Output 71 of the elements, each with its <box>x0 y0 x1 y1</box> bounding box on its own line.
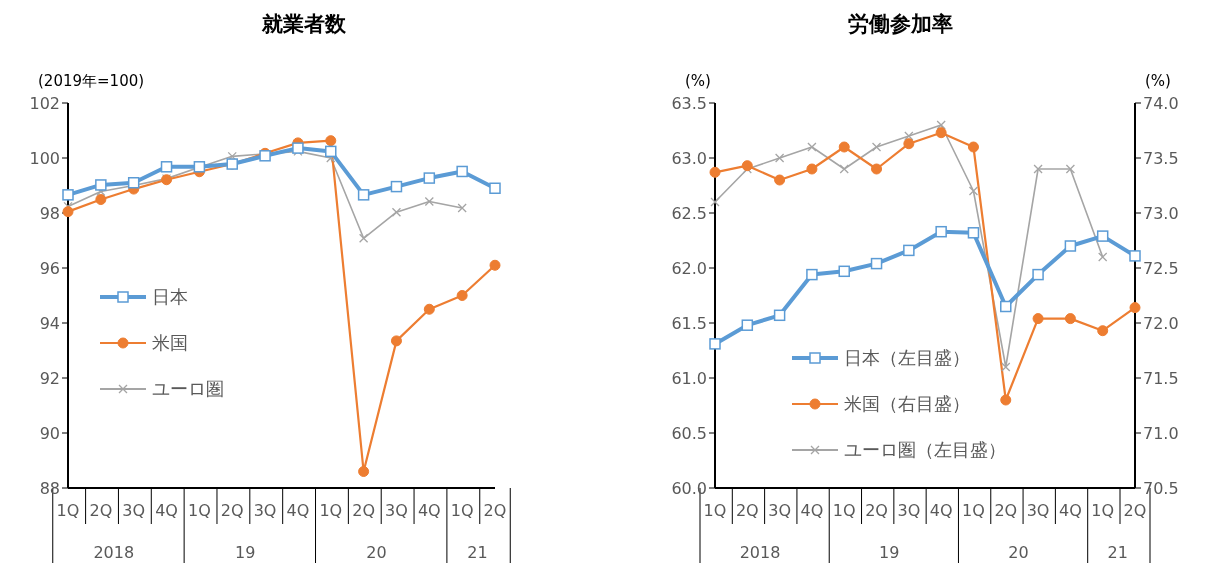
y-axis-title: (2019年=100) <box>38 72 145 91</box>
x-tick-label: 3Q <box>385 501 408 520</box>
y-tick-label: 88 <box>39 478 60 498</box>
y-tick-label: 94 <box>39 313 60 333</box>
x-tick-label: 1Q <box>187 501 211 520</box>
x-tick-label: 2Q <box>352 501 376 520</box>
legend-label: 米国 <box>152 331 188 355</box>
x-tick-label: 1Q <box>319 501 343 520</box>
legend-label: ユーロ圏 <box>152 377 224 401</box>
x-tick-label: 2Q <box>994 501 1018 520</box>
y-tick-label: 62.0 <box>671 258 707 278</box>
text: 21 <box>467 543 488 562</box>
legend-label: ユーロ圏（左目盛） <box>844 438 1006 462</box>
y2-tick-label: 73.0 <box>1143 203 1179 223</box>
x-tick-label: 2Q <box>735 501 759 520</box>
x-tick-label: 2Q <box>865 501 888 520</box>
text: 20 <box>366 543 387 562</box>
x-tick-label: 1Q <box>1091 501 1115 520</box>
x-tick-label: 2Q <box>89 501 113 520</box>
legend-label: 日本（左目盛） <box>844 346 970 370</box>
y2-tick-label: 71.0 <box>1143 423 1179 443</box>
y-tick-label: 63.5 <box>671 93 707 113</box>
y2-tick-label: 74.0 <box>1143 93 1179 113</box>
x-tick-label: 4Q <box>1058 501 1082 520</box>
y-tick-label: 61.0 <box>671 368 707 388</box>
text: 21 <box>1107 543 1128 562</box>
x-tick-label: 1Q <box>962 501 985 520</box>
text: 19 <box>234 543 256 562</box>
x-tick-label: 4Q <box>155 501 178 520</box>
y-tick-label: 92 <box>39 368 60 388</box>
x-tick-label: 3Q <box>768 501 792 520</box>
y2-tick-label: 72.5 <box>1143 258 1179 278</box>
y-axis-title: (%) <box>685 72 711 90</box>
y-tick-label: 60.5 <box>671 423 707 443</box>
y-tick-label: 96 <box>39 258 60 278</box>
y-tick-label: 60.0 <box>671 478 707 498</box>
text: 19 <box>879 543 900 562</box>
x-tick-label: 1Q <box>832 501 856 520</box>
text: 2018 <box>739 543 781 562</box>
x-tick-label: 4Q <box>286 501 310 520</box>
y-tick-label: 100 <box>29 148 60 168</box>
y2-tick-label: 72.0 <box>1143 313 1179 333</box>
chart-title: 労働参加率 <box>846 11 954 38</box>
legend-label: 米国（右目盛） <box>844 392 970 416</box>
x-tick-label: 2Q <box>483 501 507 520</box>
y-tick-label: 90 <box>39 423 60 443</box>
y-tick-label: 63.0 <box>671 148 707 168</box>
y2-tick-label: 73.5 <box>1143 148 1179 168</box>
y-tick-label: 98 <box>39 203 60 223</box>
y2-axis-title: (%) <box>1145 72 1171 90</box>
text: 2018 <box>93 543 135 562</box>
x-tick-label: 4Q <box>800 501 824 520</box>
legend-label: 日本 <box>152 285 188 309</box>
x-tick-label: 1Q <box>450 501 474 520</box>
x-tick-label: 3Q <box>897 501 921 520</box>
y-tick-label: 61.5 <box>671 313 707 333</box>
text: 20 <box>1008 543 1029 562</box>
x-tick-label: 1Q <box>56 501 80 520</box>
x-tick-label: 3Q <box>122 501 146 520</box>
y2-tick-label: 71.5 <box>1143 368 1179 388</box>
y-tick-label: 62.5 <box>671 203 707 223</box>
x-tick-label: 4Q <box>929 501 953 520</box>
chart-title: 就業者数 <box>261 11 347 38</box>
x-tick-label: 3Q <box>1026 501 1050 520</box>
x-tick-label: 1Q <box>703 501 727 520</box>
x-tick-label: 2Q <box>220 501 244 520</box>
x-tick-label: 4Q <box>417 501 441 520</box>
x-tick-label: 2Q <box>1123 501 1147 520</box>
y2-tick-label: 70.5 <box>1143 478 1179 498</box>
x-tick-label: 3Q <box>253 501 277 520</box>
y-tick-label: 102 <box>29 93 60 113</box>
